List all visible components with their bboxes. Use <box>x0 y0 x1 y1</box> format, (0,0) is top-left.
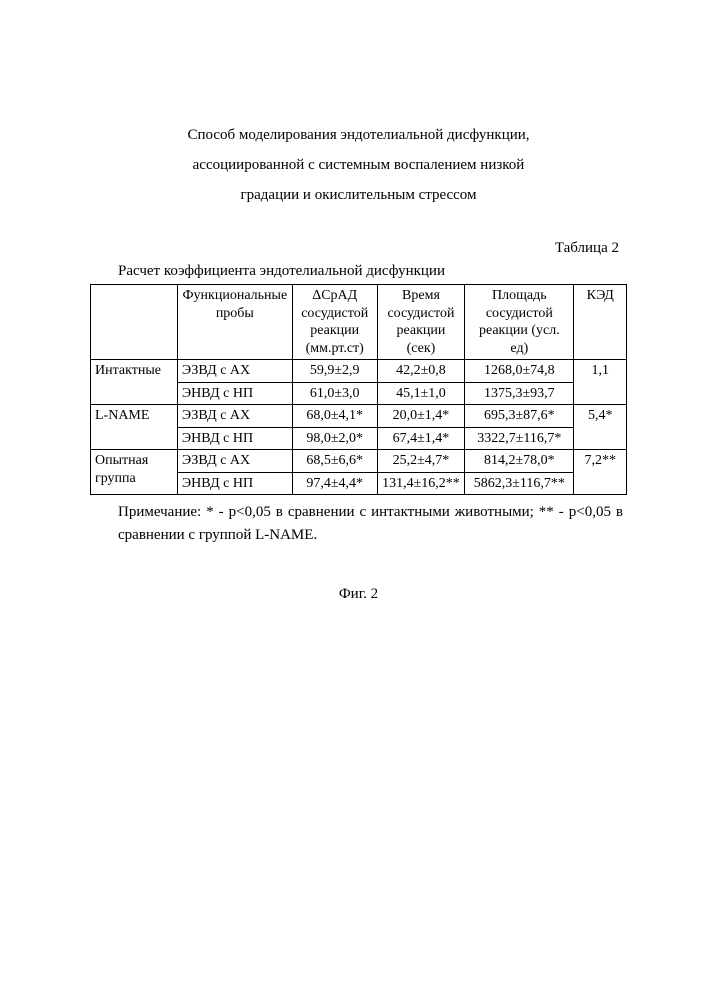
title-line: ассоциированной с системным воспалением … <box>149 150 569 180</box>
table-body: Интактные ЭЗВД с АХ 59,9±2,9 42,2±0,8 12… <box>91 360 627 495</box>
time-cell: 67,4±1,4* <box>377 427 465 450</box>
time-cell: 25,2±4,7* <box>377 450 465 473</box>
probe-cell: ЭЗВД с АХ <box>177 360 292 383</box>
group-name-cell: Интактные <box>91 360 178 405</box>
ked-cell: 5,4* <box>574 405 627 450</box>
table-row: Опытная группа ЭЗВД с АХ 68,5±6,6* 25,2±… <box>91 450 627 473</box>
dsrad-cell: 97,4±4,4* <box>292 472 377 495</box>
figure-label: Фиг. 2 <box>90 586 627 603</box>
probe-cell: ЭНВД с НП <box>177 472 292 495</box>
area-cell: 3322,7±116,7* <box>465 427 574 450</box>
col-header-time: Время сосудистой реакции (сек) <box>377 285 465 360</box>
group-name-cell: Опытная группа <box>91 450 178 495</box>
area-cell: 695,3±87,6* <box>465 405 574 428</box>
data-table: Функциональные пробы ΔСрАД сосудистой ре… <box>90 284 627 495</box>
probe-cell: ЭЗВД с АХ <box>177 405 292 428</box>
col-header-ked: КЭД <box>574 285 627 360</box>
table-footnote: Примечание: * - p<0,05 в сравнении с инт… <box>118 501 623 546</box>
time-cell: 131,4±16,2** <box>377 472 465 495</box>
area-cell: 1375,3±93,7 <box>465 382 574 405</box>
dsrad-cell: 61,0±3,0 <box>292 382 377 405</box>
area-cell: 1268,0±74,8 <box>465 360 574 383</box>
probe-cell: ЭНВД с НП <box>177 427 292 450</box>
col-header-group <box>91 285 178 360</box>
area-cell: 5862,3±116,7** <box>465 472 574 495</box>
title-line: Способ моделирования эндотелиальной дисф… <box>149 120 569 150</box>
col-header-dsrad: ΔСрАД сосудистой реакции (мм.рт.ст) <box>292 285 377 360</box>
time-cell: 45,1±1,0 <box>377 382 465 405</box>
table-row: Интактные ЭЗВД с АХ 59,9±2,9 42,2±0,8 12… <box>91 360 627 383</box>
time-cell: 20,0±1,4* <box>377 405 465 428</box>
dsrad-cell: 68,5±6,6* <box>292 450 377 473</box>
dsrad-cell: 98,0±2,0* <box>292 427 377 450</box>
document-title: Способ моделирования эндотелиальной дисф… <box>149 120 569 210</box>
area-cell: 814,2±78,0* <box>465 450 574 473</box>
dsrad-cell: 59,9±2,9 <box>292 360 377 383</box>
table-number-label: Таблица 2 <box>90 240 627 257</box>
dsrad-cell: 68,0±4,1* <box>292 405 377 428</box>
page: Способ моделирования эндотелиальной дисф… <box>0 0 707 603</box>
ked-cell: 7,2** <box>574 450 627 495</box>
table-row: L-NAME ЭЗВД с АХ 68,0±4,1* 20,0±1,4* 695… <box>91 405 627 428</box>
probe-cell: ЭЗВД с АХ <box>177 450 292 473</box>
title-line: градации и окислительным стрессом <box>149 180 569 210</box>
col-header-probe: Функциональные пробы <box>177 285 292 360</box>
table-caption: Расчет коэффициента эндотелиальной дисфу… <box>118 263 627 280</box>
table-header-row: Функциональные пробы ΔСрАД сосудистой ре… <box>91 285 627 360</box>
group-name-cell: L-NAME <box>91 405 178 450</box>
ked-cell: 1,1 <box>574 360 627 405</box>
time-cell: 42,2±0,8 <box>377 360 465 383</box>
probe-cell: ЭНВД с НП <box>177 382 292 405</box>
col-header-area: Площадь сосудистой реакции (усл. ед) <box>465 285 574 360</box>
